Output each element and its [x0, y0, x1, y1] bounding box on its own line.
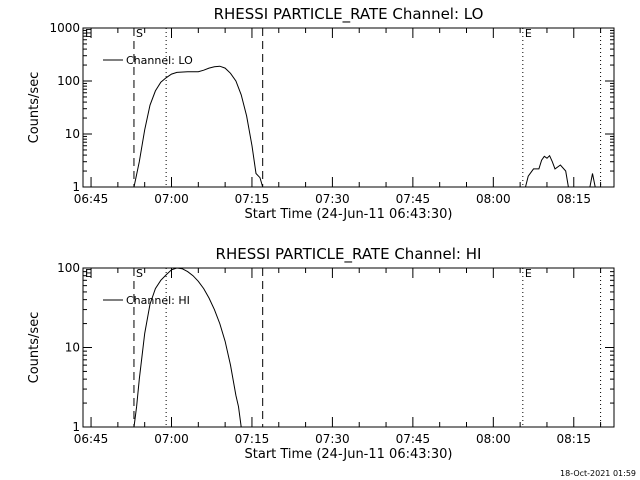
x-tick-label: 07:00 — [154, 432, 189, 446]
chart-title: RHESSI PARTICLE_RATE Channel: HI — [216, 245, 482, 264]
event-marker-label: S — [136, 267, 143, 280]
y-axis-label: Counts/sec — [27, 312, 42, 384]
x-tick-label: 07:45 — [396, 432, 431, 446]
y-tick-label: 10 — [65, 127, 80, 141]
x-tick-label: 07:30 — [315, 432, 350, 446]
x-tick-label: 07:30 — [315, 192, 350, 206]
legend-label: Channel: HI — [126, 294, 190, 307]
footer-timestamp: 18-Oct-2021 01:59 — [560, 469, 636, 478]
series-line — [133, 267, 242, 428]
plot-frame — [82, 27, 615, 188]
x-tick-label: 08:15 — [556, 432, 591, 446]
x-tick-label: 07:00 — [154, 192, 189, 206]
event-marker-label: E — [85, 267, 92, 280]
y-tick-label: 1 — [72, 420, 80, 434]
x-axis-label: Start Time (24-Jun-11 06:43:30) — [245, 207, 453, 222]
legend-label: Channel: LO — [126, 54, 193, 67]
event-marker-label: S — [136, 27, 143, 40]
x-tick-label: 08:00 — [476, 192, 511, 206]
series-line — [133, 65, 264, 188]
x-tick-label: 08:00 — [476, 432, 511, 446]
chart-title: RHESSI PARTICLE_RATE Channel: LO — [214, 5, 484, 24]
y-axis-label: Counts/sec — [27, 72, 42, 144]
event-marker-label: E — [85, 27, 92, 40]
chart-panel-lo: RHESSI PARTICLE_RATE Channel: LO 1 10 100 10… — [27, 5, 615, 222]
x-tick-label: 07:15 — [235, 432, 270, 446]
x-axis-label: Start Time (24-Jun-11 06:43:30) — [245, 447, 453, 462]
x-tick-label: 07:45 — [396, 192, 431, 206]
y-tick-label: 10 — [65, 341, 80, 355]
plot-frame — [82, 267, 615, 428]
event-marker-label: E — [525, 27, 532, 40]
event-marker-label: E — [525, 267, 532, 280]
y-tick-label: 1 — [72, 180, 80, 194]
series-line — [525, 154, 569, 188]
x-tick-label: 06:45 — [74, 432, 109, 446]
x-tick-label: 07:15 — [235, 192, 270, 206]
chart-panel-hi: RHESSI PARTICLE_RATE Channel: HI 1 10 100 06… — [27, 245, 615, 462]
y-tick-label: 1000 — [49, 21, 80, 35]
y-tick-label: 100 — [57, 261, 80, 275]
x-tick-label: 08:15 — [556, 192, 591, 206]
y-tick-label: 100 — [57, 74, 80, 88]
series-line — [589, 173, 596, 188]
x-tick-label: 06:45 — [74, 192, 109, 206]
